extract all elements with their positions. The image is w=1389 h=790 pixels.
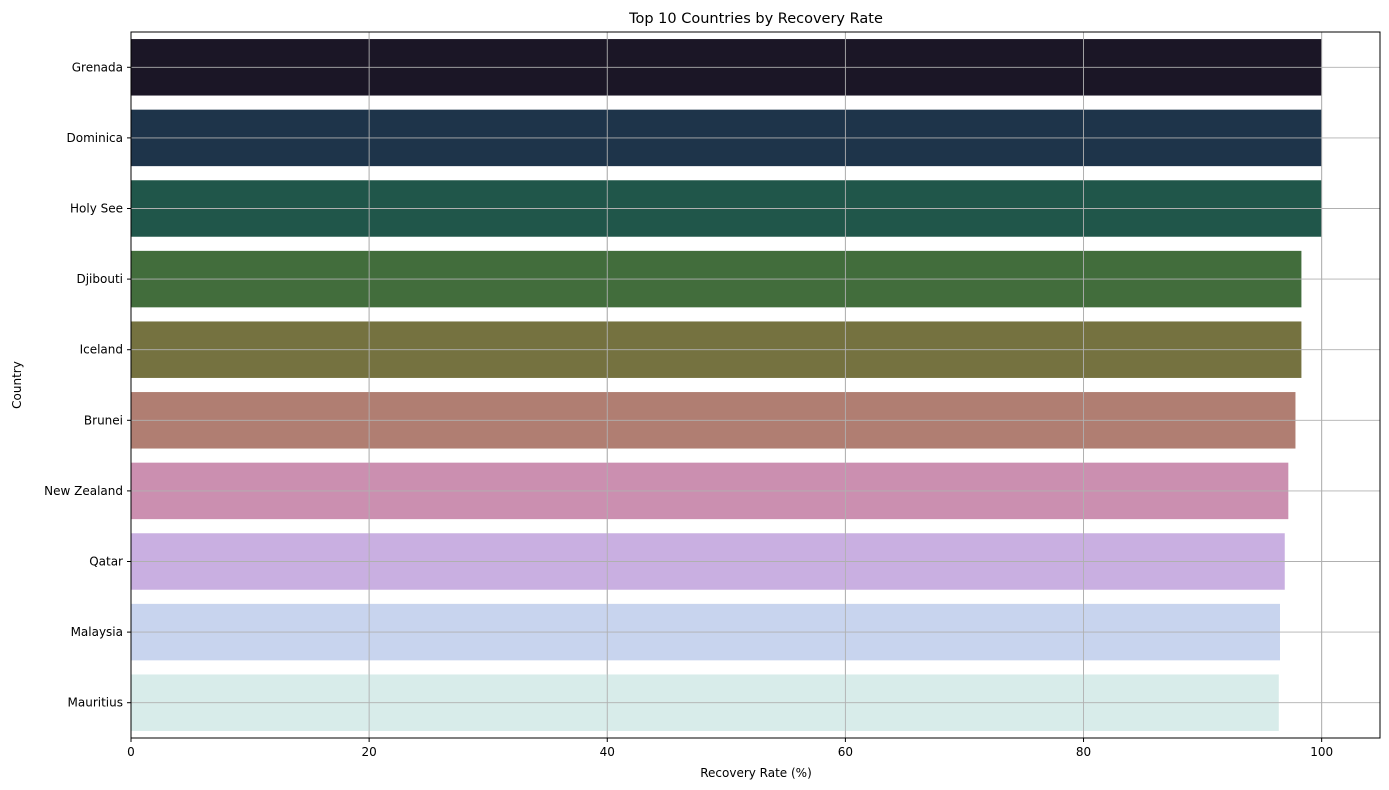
horizontal-grid-layer [130,32,1380,738]
x-tick-label: 0 [127,745,135,759]
y-tick-label: Qatar [89,555,123,569]
y-tick-label: Dominica [67,131,124,145]
x-tick-label: 100 [1310,745,1333,759]
x-tick-label: 40 [600,745,615,759]
plot-frame [130,31,1381,739]
x-tick-label: 60 [838,745,853,759]
axes-layer: 0 20 40 60 80 100 Grenada Dominica Holy See Djibo… [44,31,1381,759]
y-tick-label: Holy See [70,202,123,216]
bars-layer [131,39,1322,731]
y-tick-label: Malaysia [71,625,123,639]
chart-title: Top 10 Countries by Recovery Rate [628,11,883,27]
y-tick-label: Djibouti [76,272,123,286]
y-tick-label: New Zealand [44,484,123,498]
y-axis-label: Country [10,361,24,409]
y-tick-label: Brunei [84,413,123,427]
y-tick-label: Grenada [72,60,123,74]
x-tick-label: 80 [1076,745,1091,759]
x-axis-label: Recovery Rate (%) [700,766,812,780]
y-tick-label: Mauritius [68,696,123,710]
x-tick-label: 20 [361,745,376,759]
y-tick-label: Iceland [80,343,123,357]
